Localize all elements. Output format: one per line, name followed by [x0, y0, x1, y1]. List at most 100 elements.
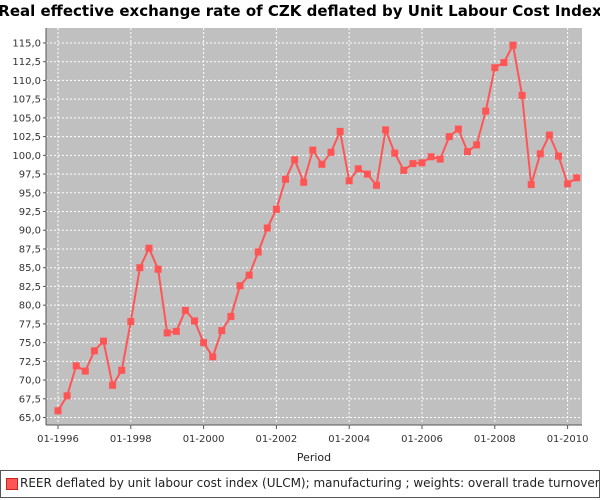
data-point — [163, 329, 171, 337]
legend-swatch — [6, 478, 18, 490]
data-point — [573, 174, 581, 182]
y-tick-label: 77,5 — [19, 319, 41, 330]
y-tick-label: 97,5 — [19, 170, 41, 181]
data-point — [391, 149, 399, 157]
data-point — [172, 327, 180, 335]
data-point — [81, 367, 89, 375]
y-axis: 65,0 67,5 70,0 72,5 75,0 77,5 80,0 82,5 85,0 87,5… — [12, 28, 47, 425]
data-point — [482, 107, 490, 115]
data-point — [236, 282, 244, 290]
series-line — [57, 42, 578, 412]
x-tick-label: 01-2002 — [256, 434, 298, 445]
data-point — [227, 312, 235, 320]
data-point — [309, 146, 317, 154]
y-tick-label: 102,5 — [12, 132, 41, 143]
data-point — [509, 41, 517, 49]
data-point — [382, 126, 390, 134]
y-tick-label: 112,5 — [12, 57, 41, 68]
y-tick-label: 70,0 — [19, 376, 41, 387]
data-point — [545, 131, 553, 139]
data-point — [209, 353, 217, 361]
data-point — [345, 177, 353, 185]
data-point — [291, 156, 299, 164]
data-point — [536, 150, 544, 158]
data-point — [518, 91, 526, 99]
data-point — [473, 141, 481, 149]
legend-label: REER deflated by unit labour cost index … — [20, 476, 600, 490]
data-point — [427, 153, 435, 161]
x-axis-label: Period — [297, 451, 331, 464]
x-tick-label: 01-1996 — [37, 434, 79, 445]
y-tick-label: 107,5 — [12, 95, 41, 106]
data-point — [272, 205, 280, 213]
data-point — [136, 264, 144, 272]
y-tick-label: 87,5 — [19, 244, 41, 255]
x-tick-label: 01-2010 — [547, 434, 589, 445]
chart-svg: Real effective exchange rate of CZK defl… — [0, 2, 600, 464]
data-point — [555, 152, 562, 160]
data-point — [464, 148, 471, 156]
data-point — [90, 347, 98, 355]
y-tick-label: 90,0 — [19, 226, 41, 237]
x-tick-label: 01-2000 — [183, 434, 225, 445]
chart-title: Real effective exchange rate of CZK defl… — [0, 2, 600, 20]
y-tick-label: 105,0 — [12, 113, 41, 124]
data-point — [145, 244, 153, 252]
data-point — [218, 327, 226, 335]
data-point — [100, 337, 107, 345]
data-point — [282, 175, 289, 183]
y-tick-label: 115,0 — [12, 38, 41, 49]
data-point — [418, 159, 426, 167]
y-tick-label: 65,0 — [19, 413, 41, 424]
data-point — [200, 339, 208, 347]
data-point — [318, 160, 326, 168]
data-point — [54, 407, 62, 415]
data-point — [354, 165, 362, 173]
data-point — [564, 180, 572, 188]
y-tick-label: 110,0 — [12, 76, 41, 87]
data-point — [154, 265, 162, 273]
plot-area — [46, 28, 582, 425]
data-point — [363, 170, 371, 178]
data-point — [63, 392, 71, 400]
data-point — [109, 381, 117, 389]
data-point — [300, 178, 308, 186]
y-tick-label: 100,0 — [12, 151, 41, 162]
data-point — [527, 181, 535, 189]
data-point — [118, 366, 126, 374]
y-tick-label: 82,5 — [19, 282, 41, 293]
y-tick-label: 80,0 — [19, 301, 41, 312]
data-point — [336, 127, 344, 135]
x-tick-label: 01-2006 — [401, 434, 443, 445]
data-point — [445, 133, 453, 141]
y-tick-label: 92,5 — [19, 207, 41, 218]
data-point — [127, 318, 135, 326]
y-tick-label: 75,0 — [19, 338, 41, 349]
data-point — [263, 224, 271, 232]
data-point — [181, 306, 189, 314]
data-point — [245, 271, 253, 279]
data-point — [409, 160, 417, 168]
x-tick-label: 01-1998 — [110, 434, 152, 445]
y-tick-label: 67,5 — [19, 394, 41, 405]
y-tick-label: 72,5 — [19, 357, 41, 368]
y-tick-label: 95,0 — [19, 188, 41, 199]
y-tick-label: 85,0 — [19, 263, 41, 274]
data-point — [191, 317, 198, 325]
data-point — [500, 59, 508, 66]
grid-lines — [46, 28, 582, 425]
data-point — [327, 148, 335, 156]
x-axis: 01-1996 01-1998 01-2000 01-2002 01-2004 01-20… — [37, 424, 589, 445]
data-point — [491, 64, 499, 72]
data-point — [436, 155, 444, 163]
data-point — [254, 248, 262, 256]
data-point — [72, 362, 80, 370]
data-point — [454, 125, 462, 133]
legend: REER deflated by unit labour cost index … — [0, 470, 600, 498]
x-tick-label: 01-2008 — [474, 434, 516, 445]
x-tick-label: 01-2004 — [328, 434, 370, 445]
data-point — [373, 181, 380, 189]
data-point — [400, 166, 408, 174]
data-points — [54, 41, 581, 415]
